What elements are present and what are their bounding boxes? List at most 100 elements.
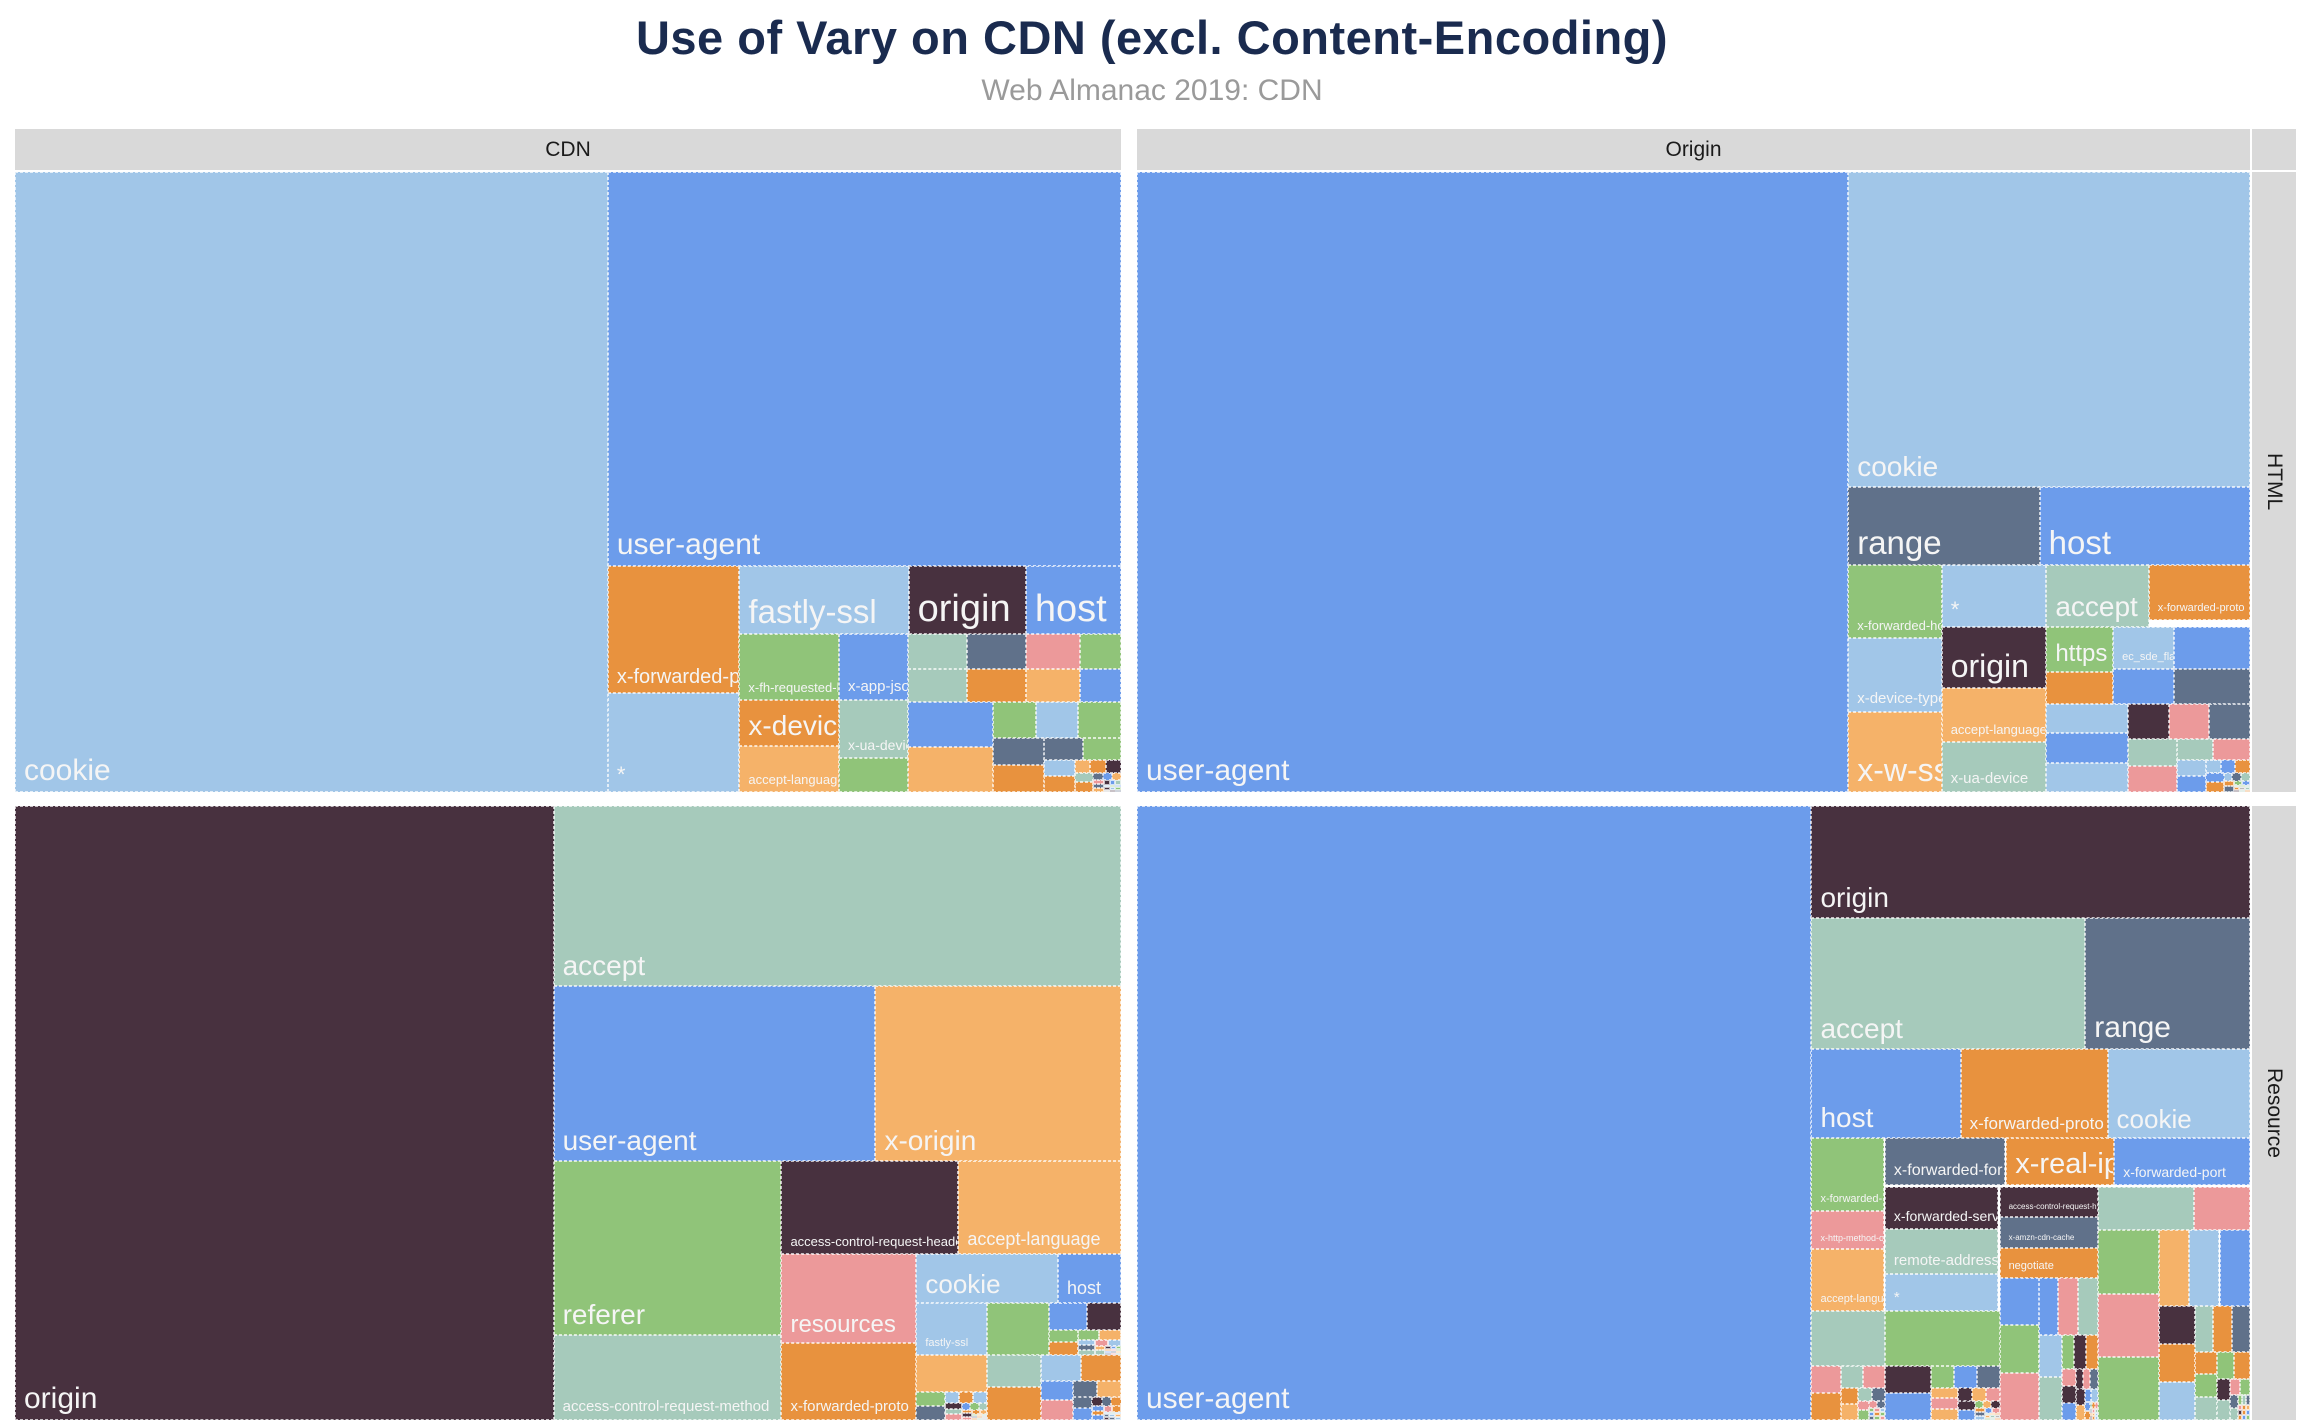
- treemap-cell-filler: [1105, 1353, 1111, 1356]
- treemap-cell-filler: [838, 757, 908, 792]
- treemap-cell-filler: [976, 1413, 983, 1416]
- treemap-cell-filler: [2089, 1416, 2093, 1420]
- treemap-cell-filler: [1999, 1372, 2039, 1420]
- treemap-cell-filler: [1115, 1414, 1121, 1418]
- treemap-cell-x-device-type: x-device-type: [1848, 638, 1942, 712]
- cell-label: host: [1066, 1277, 1101, 1298]
- treemap-cell-filler: [2209, 703, 2250, 740]
- treemap-cell-filler: [2089, 1401, 2093, 1409]
- cell-label: x-forwarded-port: [2123, 1164, 2226, 1181]
- treemap-cell-filler: [1103, 1414, 1110, 1418]
- treemap-cell-filler: [971, 1417, 977, 1420]
- treemap-cell-filler: [1930, 1387, 1959, 1399]
- cell-label: x-forwarded-proto: [1969, 1114, 2104, 1134]
- treemap-cell-origin: origin: [15, 806, 554, 1420]
- treemap-cell-filler: [1115, 1345, 1121, 1350]
- treemap-cell-filler: [2242, 1410, 2247, 1416]
- facet-column-header-origin: Origin: [1137, 129, 2250, 170]
- treemap-cell-filler: [1080, 1354, 1121, 1381]
- treemap-cell-filler: [2092, 1408, 2095, 1413]
- treemap-cell-filler: [992, 702, 1036, 739]
- treemap-cell-filler: [2242, 1395, 2247, 1406]
- treemap-cell-filler: [2176, 739, 2214, 761]
- treemap-cell-filler: [2176, 760, 2206, 777]
- treemap-cell-filler: [916, 1405, 945, 1420]
- treemap-cell-filler: [1103, 1417, 1110, 1420]
- cell-label: x-forwarded-proto: [2157, 602, 2245, 615]
- cell-label: ec_sde_flag: [2122, 651, 2173, 664]
- treemap-cell-filler: [944, 1403, 962, 1409]
- cell-label: accept: [2055, 591, 2138, 623]
- quadrant-origin-resource: user-agent origin accept range host x-forward…: [1137, 806, 2250, 1420]
- cell-label: x-device: [748, 710, 838, 742]
- cell-label: x-forwarded-host: [1820, 1193, 1883, 1206]
- treemap-cell-filler: [1082, 738, 1121, 760]
- treemap-cell-filler: [1972, 1387, 1986, 1401]
- treemap-cell-filler: [1074, 759, 1091, 773]
- treemap-cell-filler: [973, 1391, 988, 1404]
- treemap-cell-filler: [2244, 785, 2250, 788]
- treemap-cell-filler: [1840, 1365, 1863, 1388]
- treemap-cell-filler: [1072, 1408, 1093, 1420]
- cell-label: host: [2048, 524, 2112, 562]
- treemap-cell-filler: [1874, 1416, 1880, 1420]
- treemap-cell-x-amzn-cdn-cache: x-amzn-cdn-cache: [1999, 1216, 2098, 1249]
- treemap-cell-filler: [2194, 1187, 2250, 1230]
- treemap-cell-filler: [1092, 1405, 1104, 1411]
- treemap-cell-filler: [2158, 1344, 2196, 1383]
- treemap-cell-filler: [2083, 1368, 2091, 1390]
- treemap-cell-x-origin: x-origin: [875, 985, 1121, 1161]
- facet-column-label: CDN: [545, 137, 591, 161]
- treemap-cell-filler: [961, 1416, 972, 1420]
- treemap-cell-filler: [1102, 772, 1112, 781]
- treemap-cell-filler: [2074, 1334, 2086, 1369]
- treemap-cell-filler: [1109, 787, 1116, 790]
- treemap-cell-filler: [1074, 772, 1094, 783]
- page-subtitle: Web Almanac 2019: CDN: [981, 74, 1323, 107]
- treemap-cell-filler: [907, 747, 993, 792]
- treemap-cell-range: range: [1848, 486, 2040, 566]
- treemap-cell-filler: [1049, 1302, 1087, 1330]
- treemap-cell-filler: [2046, 671, 2114, 704]
- treemap-cell-filler: [2038, 1334, 2063, 1378]
- treemap-cell-filler: [1862, 1365, 1885, 1388]
- treemap-cell-filler: [907, 702, 993, 748]
- treemap-cell-filler: [1974, 1408, 1985, 1413]
- treemap-cell-x-forwarded-proto: x-forwarded-proto: [781, 1342, 917, 1420]
- treemap-cell-user-agent: user-agent: [1137, 172, 1849, 792]
- treemap-cell-filler: [1077, 1344, 1096, 1350]
- treemap-cell-filler: [1077, 1329, 1100, 1340]
- treemap-cell-x-forwarded-proto: x-forwarded-proto: [607, 565, 740, 693]
- treemap-cell-filler: [2038, 1277, 2059, 1335]
- treemap-cell-filler: [2239, 785, 2245, 788]
- treemap-cell-filler: [1999, 1277, 2039, 1326]
- treemap-cell-filler: [1974, 1416, 1985, 1420]
- facet-column-header-cdn: CDN: [15, 129, 1121, 170]
- treemap-cell-filler: [2238, 1415, 2243, 1420]
- treemap-cell-filler: [2097, 1187, 2195, 1230]
- treemap-cell-filler: [1989, 1415, 1995, 1418]
- treemap-cell-filler: [1115, 785, 1121, 788]
- treemap-cell-filler: [1884, 1310, 2000, 1366]
- treemap-cell-filler: [1811, 1392, 1841, 1420]
- treemap-cell-filler: [1874, 1412, 1880, 1417]
- cell-label: accept: [1820, 1012, 1903, 1044]
- treemap-cell-filler: [992, 738, 1045, 766]
- treemap-cell-filler: [1074, 782, 1094, 792]
- treemap-cell-filler: [2062, 1334, 2074, 1369]
- treemap-cell-filler: [2094, 1401, 2098, 1409]
- treemap-cell-filler: [2234, 780, 2243, 786]
- treemap-cell-filler: [971, 1415, 977, 1418]
- treemap-cell-filler: [1112, 1405, 1121, 1412]
- facet-column-label: Origin: [1665, 137, 1722, 161]
- treemap-cell-filler: [1105, 1351, 1111, 1354]
- treemap-cell-negotiate: negotiate: [1999, 1248, 2098, 1278]
- treemap-cell-accept-language: accept-language: [739, 746, 839, 792]
- treemap-cell-access-control-request-headers: access-control-request-headers: [781, 1160, 959, 1254]
- treemap-cell-filler: [1884, 1365, 1931, 1393]
- treemap-cell-filler: [1110, 1349, 1116, 1352]
- treemap-cell-filler: [967, 633, 1026, 670]
- cell-label: fastly-ssl: [925, 1336, 969, 1349]
- treemap-cell-x-fh-requested-host: x-fh-requested-host: [739, 633, 839, 701]
- treemap-cell-filler: [1105, 1345, 1111, 1350]
